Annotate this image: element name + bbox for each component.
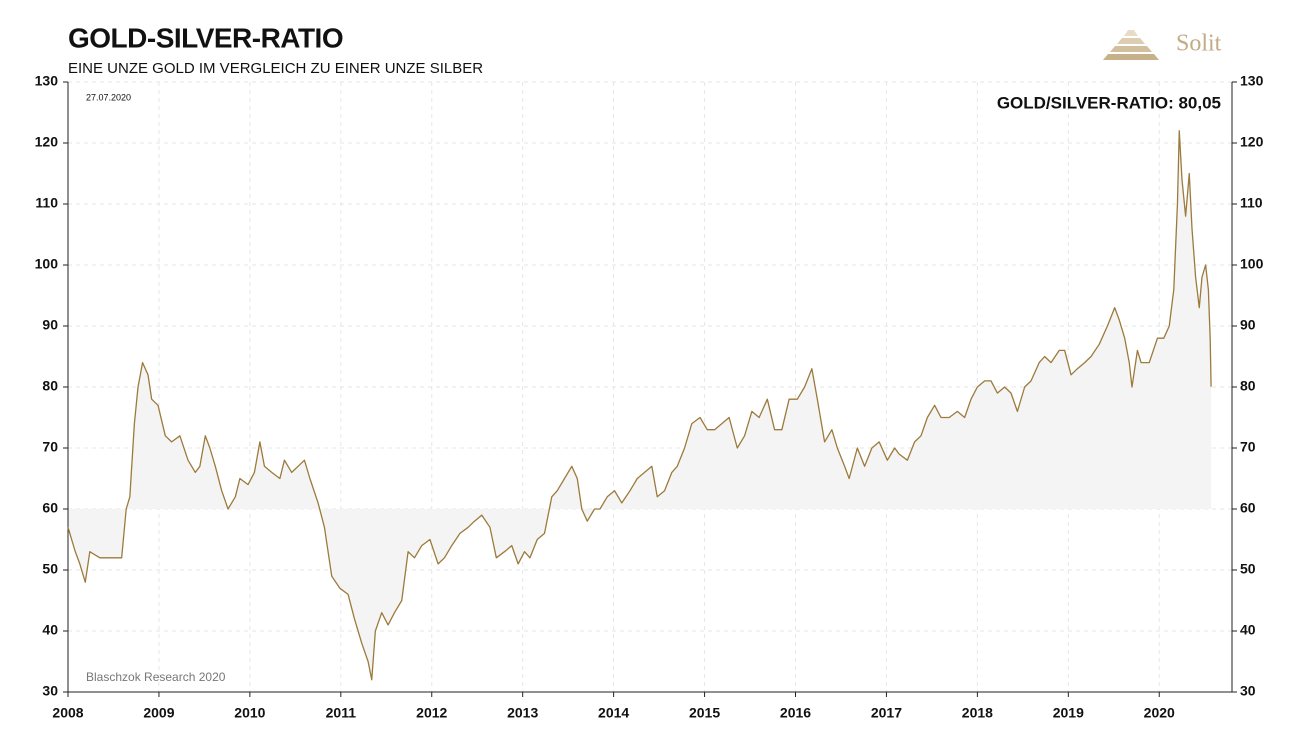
x-tick-label: 2014 — [598, 705, 629, 721]
x-tick-label: 2011 — [326, 705, 357, 721]
y-tick-label: 100 — [35, 256, 59, 272]
x-tick-label: 2019 — [1053, 705, 1084, 721]
x-tick-label: 2008 — [52, 705, 83, 721]
source-note: Blaschzok Research 2020 — [86, 670, 226, 684]
y2-tick-label: 80 — [1240, 378, 1256, 394]
logo-icon — [1103, 30, 1159, 60]
y2-tick-label: 130 — [1240, 73, 1264, 89]
y-tick-label: 40 — [42, 622, 58, 638]
x-tick-label: 2016 — [780, 705, 811, 721]
y2-tick-label: 50 — [1240, 561, 1256, 577]
y-tick-label: 50 — [42, 561, 58, 577]
line — [67, 130, 1212, 681]
y2-tick-label: 60 — [1240, 500, 1256, 516]
x-tick-label: 2015 — [689, 705, 720, 721]
y-tick-label: 90 — [42, 317, 58, 333]
y-tick-label: 110 — [35, 195, 58, 211]
x-tick-label: 2009 — [143, 705, 174, 721]
y-tick-label: 30 — [42, 683, 58, 699]
y2-tick-label: 30 — [1240, 683, 1256, 699]
y2-tick-label: 40 — [1240, 622, 1256, 638]
chart-title: GOLD-SILVER-RATIO — [68, 22, 343, 53]
y2-tick-label: 70 — [1240, 439, 1256, 455]
y-tick-label: 60 — [42, 500, 58, 516]
annotation: GOLD/SILVER-RATIO: 80,05 — [997, 93, 1221, 112]
x-tick-label: 2017 — [871, 705, 902, 721]
y-tick-label: 70 — [42, 439, 58, 455]
y2-tick-label: 110 — [1240, 195, 1263, 211]
y-tick-label: 120 — [35, 134, 59, 150]
y2-tick-label: 120 — [1240, 134, 1264, 150]
logo-text: Solit — [1176, 31, 1222, 57]
y-tick-label: 80 — [42, 378, 58, 394]
x-tick-label: 2013 — [507, 705, 538, 721]
y-tick-label: 130 — [35, 73, 59, 89]
y2-tick-label: 100 — [1240, 256, 1264, 272]
x-tick-label: 2010 — [234, 705, 265, 721]
y2-tick-label: 90 — [1240, 317, 1256, 333]
x-tick-label: 2012 — [416, 705, 447, 721]
chart-subtitle: EINE UNZE GOLD IM VERGLEICH ZU EINER UNZ… — [68, 60, 483, 77]
date-note: 27.07.2020 — [86, 92, 131, 102]
x-tick-label: 2020 — [1144, 705, 1175, 721]
area — [68, 130, 1212, 680]
x-tick-label: 2018 — [962, 705, 993, 721]
